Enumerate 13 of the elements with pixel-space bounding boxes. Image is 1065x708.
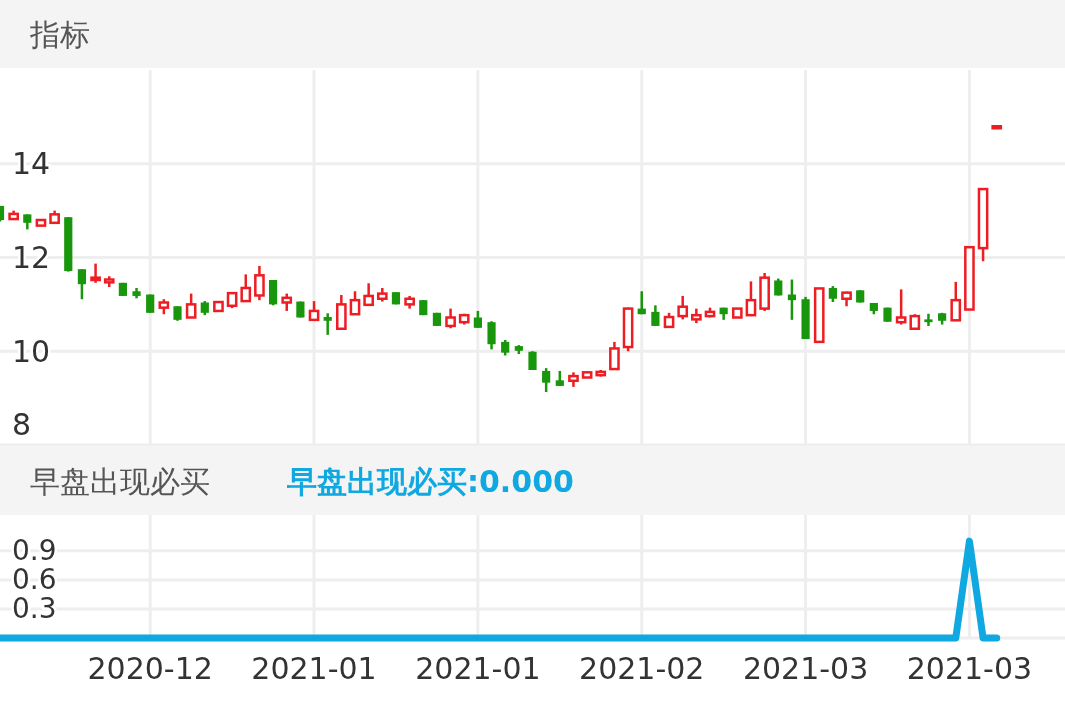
y-tick-label: 12 xyxy=(12,240,51,275)
y-tick-label: 8 xyxy=(12,407,32,442)
x-tick-label: 2020-12 xyxy=(87,650,213,686)
y-tick-label: 10 xyxy=(12,333,51,369)
x-tick-label: 2021-01 xyxy=(251,650,377,686)
x-tick-label: 2021-01 xyxy=(415,650,541,686)
x-tick-label: 2021-03 xyxy=(742,650,869,686)
chart-title: 指标 xyxy=(29,16,90,52)
y-tick-label: 14 xyxy=(12,146,51,182)
chart-title: 早盘出现必买 xyxy=(30,463,210,499)
x-tick-label: 2021-03 xyxy=(906,650,1033,686)
chart-subtitle: 早盘出现必买:0.000 xyxy=(286,463,574,499)
x-tick-label: 2021-02 xyxy=(579,650,705,686)
